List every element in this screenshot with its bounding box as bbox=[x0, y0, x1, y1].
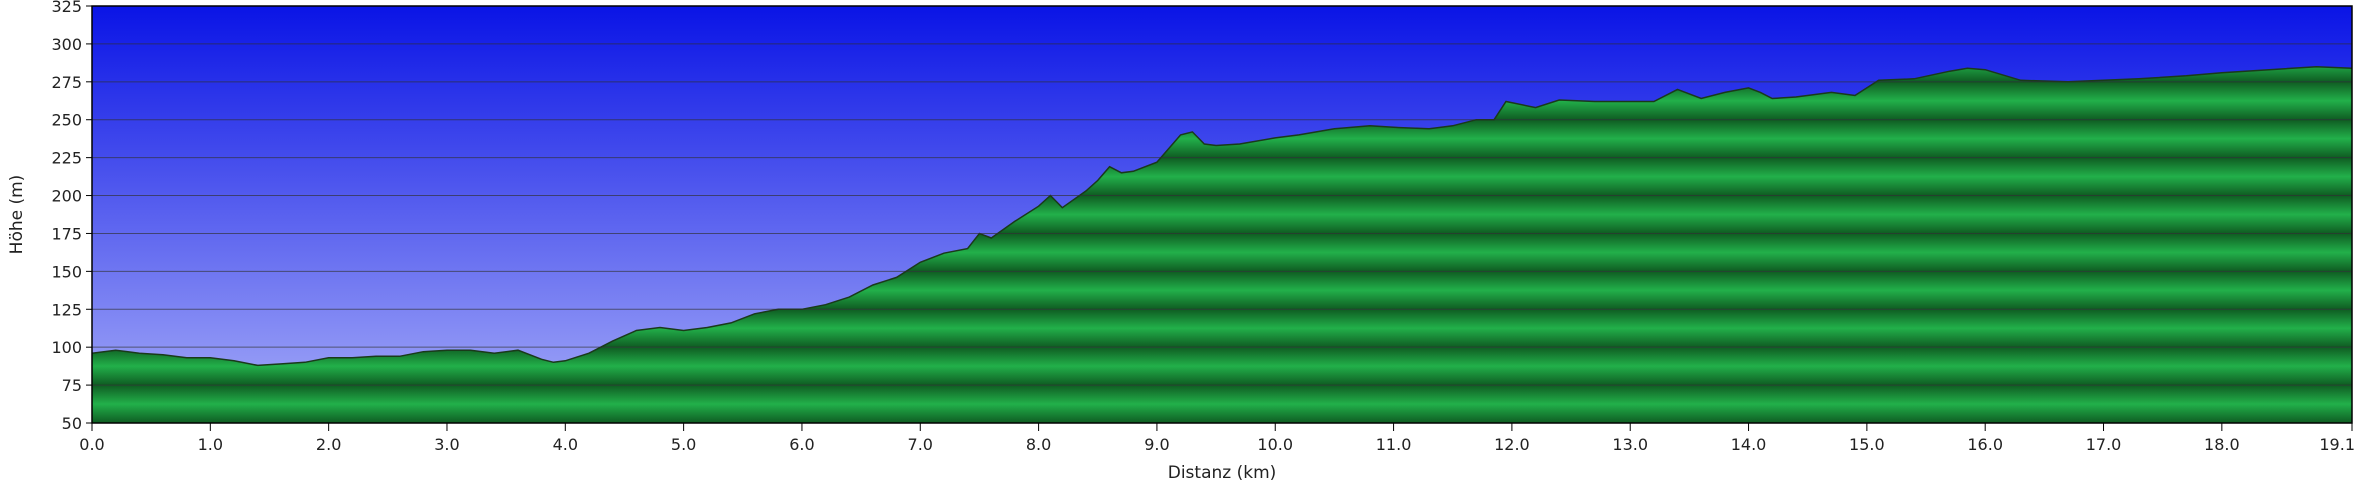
x-axis: 0.0 1.0 2.0 3.0 4.0 5.0 6.0 7.0 8.0 9.0 10.0 11.0 12… bbox=[79, 423, 2355, 454]
plot-frame bbox=[91, 5, 2353, 424]
y-tick-label: 200 bbox=[51, 187, 82, 206]
x-tick-label: 1.0 bbox=[198, 435, 223, 454]
grid-lines bbox=[92, 43, 2352, 386]
x-tick-label: 10.0 bbox=[1257, 435, 1293, 454]
y-tick-label: 175 bbox=[51, 224, 82, 243]
x-tick-label: 17.0 bbox=[2086, 435, 2122, 454]
y-axis: 325 300 275 250 225 200 175 150 125 100 75 50 bbox=[51, 0, 92, 433]
y-tick-label: 250 bbox=[51, 111, 82, 130]
x-tick-label: 13.0 bbox=[1612, 435, 1648, 454]
x-tick-label: 7.0 bbox=[908, 435, 933, 454]
x-tick-label: 0.0 bbox=[79, 435, 104, 454]
y-axis-title: Höhe (m) bbox=[7, 175, 27, 255]
y-tick-label: 150 bbox=[51, 262, 82, 281]
x-tick-label: 2.0 bbox=[316, 435, 341, 454]
y-tick-label: 50 bbox=[62, 414, 82, 433]
x-tick-label: 19.1 bbox=[2319, 435, 2355, 454]
x-tick-label: 5.0 bbox=[671, 435, 696, 454]
x-tick-label: 3.0 bbox=[434, 435, 459, 454]
x-tick-label: 15.0 bbox=[1849, 435, 1885, 454]
x-tick-label: 14.0 bbox=[1731, 435, 1767, 454]
x-tick-label: 9.0 bbox=[1144, 435, 1169, 454]
y-tick-label: 300 bbox=[51, 35, 82, 54]
x-tick-label: 16.0 bbox=[1967, 435, 2003, 454]
y-tick-label: 125 bbox=[51, 300, 82, 319]
y-tick-label: 75 bbox=[62, 376, 82, 395]
y-tick-label: 100 bbox=[51, 338, 82, 357]
x-tick-label: 11.0 bbox=[1376, 435, 1412, 454]
x-axis-title: Distanz (km) bbox=[1168, 463, 1277, 483]
x-tick-label: 18.0 bbox=[2204, 435, 2240, 454]
y-tick-label: 325 bbox=[51, 0, 82, 16]
x-tick-label: 6.0 bbox=[789, 435, 814, 454]
y-tick-label: 275 bbox=[51, 73, 82, 92]
y-tick-label: 225 bbox=[51, 149, 82, 168]
x-tick-label: 12.0 bbox=[1494, 435, 1530, 454]
terrain-band bbox=[92, 347, 2352, 386]
elevation-line bbox=[91, 65, 2353, 367]
x-tick-label: 4.0 bbox=[553, 435, 578, 454]
x-tick-label: 8.0 bbox=[1026, 435, 1051, 454]
terrain-band bbox=[92, 385, 2352, 423]
